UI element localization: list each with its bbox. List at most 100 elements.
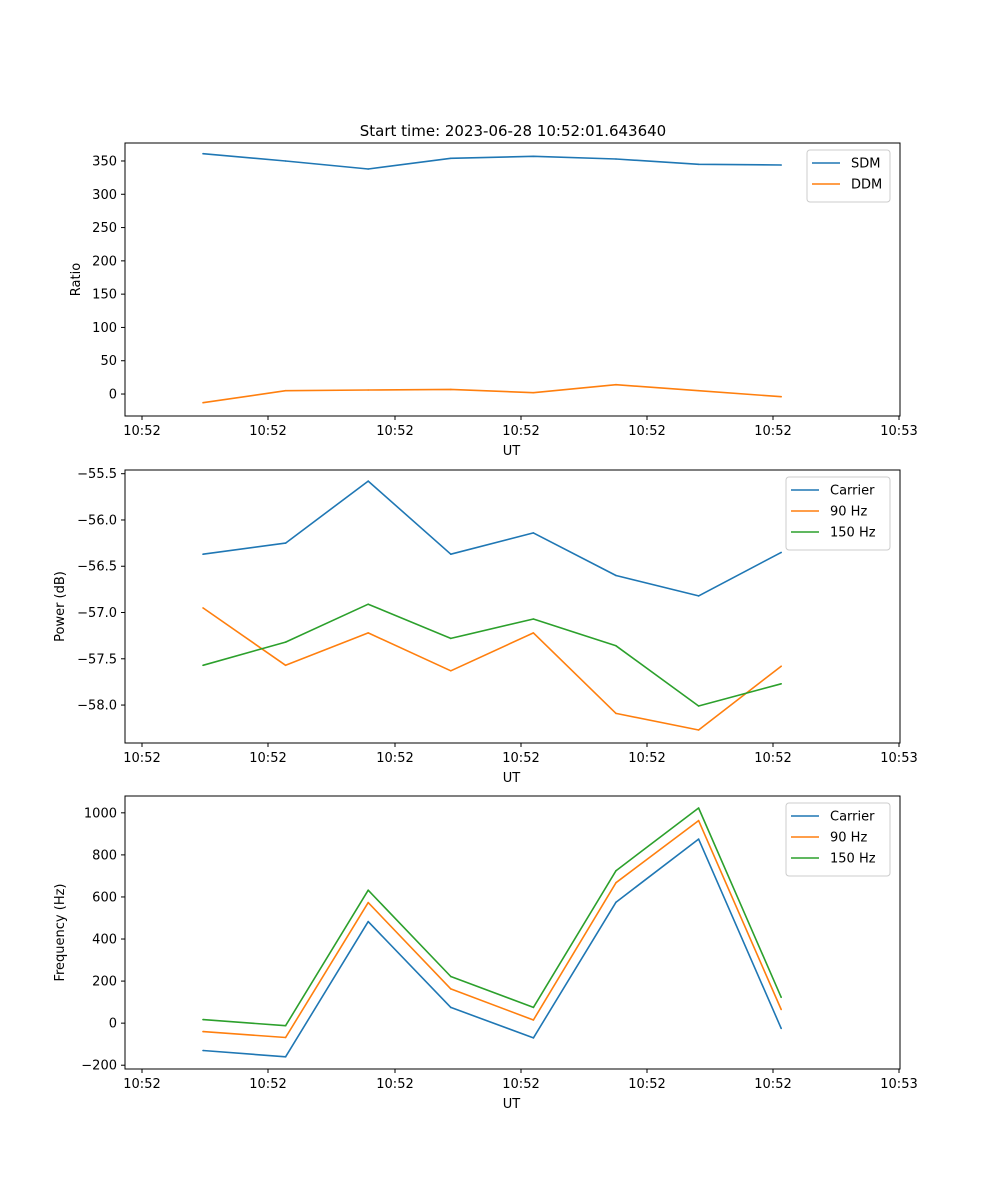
y-tick-label: −56.0: [77, 513, 117, 528]
data-point-90-hz: [202, 607, 204, 609]
series-line-carrier: [202, 838, 782, 1058]
y-tick-label: 50: [100, 354, 117, 369]
legend-label: DDM: [851, 178, 882, 193]
data-point-carrier: [532, 1037, 535, 1039]
y-axis-label: Power (dB): [53, 571, 68, 642]
data-point-ddm: [202, 401, 204, 404]
x-tick-label: 10:53: [880, 751, 917, 766]
y-tick-label: 0: [109, 388, 117, 403]
data-point-sdm: [202, 152, 204, 155]
data-point-ddm: [615, 383, 617, 386]
figure-title: Start time: 2023-06-28 10:52:01.643640: [360, 122, 666, 140]
x-axis-label: UT: [503, 771, 521, 786]
data-point-90-hz: [615, 712, 617, 715]
y-tick-label: 200: [92, 254, 117, 269]
series-line-150-hz: [202, 603, 782, 707]
data-point-ddm: [367, 389, 370, 391]
x-tick-label: 10:52: [376, 751, 413, 766]
data-point-90-hz: [697, 819, 700, 822]
series-line-sdm: [202, 152, 782, 170]
series-line-carrier: [202, 480, 782, 597]
data-point-carrier: [780, 551, 782, 554]
y-tick-label: 800: [92, 848, 117, 863]
x-tick-label: 10:52: [754, 751, 791, 766]
plot-frame: [124, 142, 901, 417]
data-point-sdm: [284, 160, 287, 162]
legend-label: 150 Hz: [830, 526, 876, 541]
data-point-sdm: [532, 155, 535, 158]
data-point-90-hz: [697, 729, 700, 731]
data-point-90-hz: [532, 1019, 535, 1021]
y-tick-label: 250: [92, 221, 117, 236]
x-tick-label: 10:52: [628, 751, 665, 766]
series-line-150-hz: [202, 807, 782, 1027]
y-tick-label: 100: [92, 321, 117, 336]
x-axis-label: UT: [503, 444, 521, 459]
data-point-90-hz: [367, 901, 370, 904]
data-point-150-hz: [367, 889, 370, 891]
y-tick-label: −200: [81, 1059, 117, 1074]
data-point-carrier: [367, 920, 370, 923]
data-point-150-hz: [450, 637, 452, 640]
data-point-90-hz: [615, 881, 617, 884]
x-tick-label: 10:52: [249, 424, 286, 439]
plot-frame: [124, 795, 901, 1070]
data-point-90-hz: [202, 1030, 204, 1033]
y-tick-label: 400: [92, 933, 117, 948]
y-tick-label: 300: [92, 188, 117, 203]
data-point-carrier: [450, 1006, 452, 1009]
y-tick-label: −57.5: [77, 652, 117, 667]
plot-frame: [124, 469, 901, 744]
x-tick-label: 10:52: [628, 424, 665, 439]
data-point-150-hz: [367, 603, 370, 605]
data-point-150-hz: [532, 1006, 535, 1009]
series-line-90-hz: [202, 607, 782, 731]
x-axis-label: UT: [503, 1097, 521, 1112]
data-point-sdm: [615, 158, 617, 160]
y-tick-label: −58.0: [77, 699, 117, 714]
data-point-ddm: [450, 388, 452, 391]
data-point-90-hz: [780, 1008, 782, 1011]
data-point-carrier: [615, 574, 617, 577]
legend-label: 150 Hz: [830, 852, 876, 867]
y-tick-label: 0: [109, 1017, 117, 1032]
data-point-carrier: [697, 838, 700, 840]
data-point-150-hz: [697, 705, 700, 707]
chart-panel-2: 10:52 10:52 10:52 10:52 10:52 10:52 10:53 −58.0…: [53, 467, 918, 786]
data-point-carrier: [202, 1049, 204, 1052]
x-tick-label: 10:52: [754, 1077, 791, 1092]
data-point-carrier: [780, 1027, 782, 1030]
data-point-150-hz: [780, 996, 782, 999]
data-point-carrier: [532, 532, 535, 534]
data-point-90-hz: [532, 632, 535, 634]
data-point-sdm: [367, 168, 370, 170]
x-tick-label: 10:52: [249, 751, 286, 766]
data-point-90-hz: [780, 665, 782, 667]
data-point-carrier: [284, 1056, 287, 1058]
data-point-sdm: [780, 164, 782, 166]
x-tick-label: 10:52: [376, 1077, 413, 1092]
legend-label: SDM: [851, 157, 880, 172]
y-tick-label: 200: [92, 975, 117, 990]
legend-label: Carrier: [830, 484, 875, 499]
data-point-carrier: [615, 901, 617, 903]
x-tick-label: 10:52: [502, 1077, 539, 1092]
chart-panel-3: 10:52 10:52 10:52 10:52 10:52 10:52 10:53 −200 0…: [53, 795, 918, 1112]
data-point-90-hz: [450, 670, 452, 672]
y-axis-label: Ratio: [69, 263, 84, 296]
x-tick-label: 10:52: [502, 751, 539, 766]
legend-label: 90 Hz: [830, 505, 867, 520]
x-tick-label: 10:52: [628, 1077, 665, 1092]
x-tick-label: 10:53: [880, 424, 917, 439]
data-point-150-hz: [284, 641, 287, 643]
data-point-carrier: [450, 553, 452, 555]
data-point-ddm: [780, 395, 782, 398]
x-tick-label: 10:52: [754, 424, 791, 439]
legend-label: Carrier: [830, 810, 875, 825]
data-point-150-hz: [532, 618, 535, 620]
x-tick-label: 10:53: [880, 1077, 917, 1092]
data-point-carrier: [697, 595, 700, 597]
data-point-90-hz: [284, 1036, 287, 1039]
series-line-90-hz: [202, 819, 782, 1039]
